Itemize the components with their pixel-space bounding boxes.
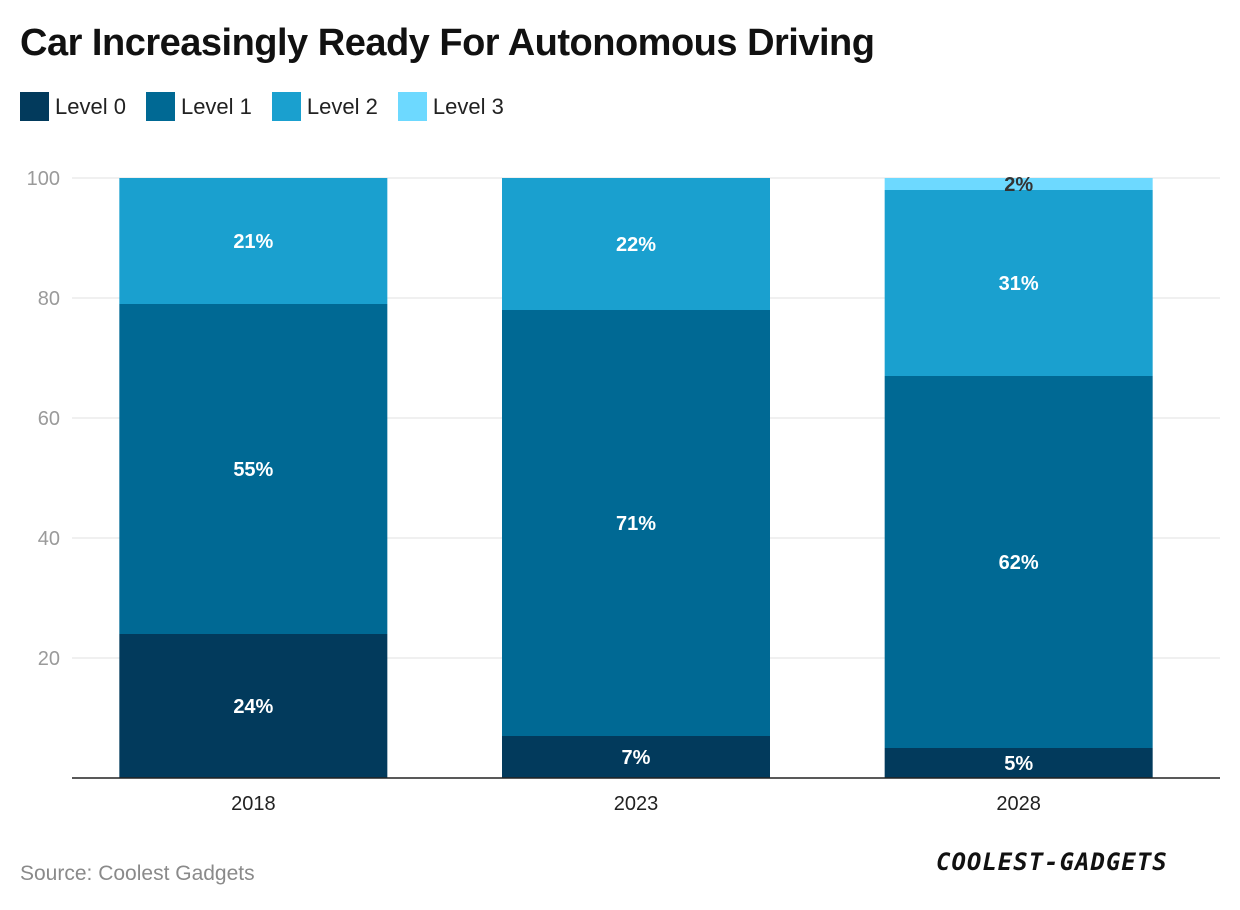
source-note: Source: Coolest Gadgets (20, 862, 255, 885)
legend: Level 0 Level 1 Level 2 Level 3 (20, 92, 524, 121)
x-tick-label: 2028 (996, 793, 1041, 815)
y-tick-label: 20 (38, 648, 60, 670)
bar-2023-level-1 (502, 310, 770, 736)
bar-2023-level-2 (502, 178, 770, 310)
legend-label-level-0: Level 0 (55, 93, 126, 119)
x-tick-label: 2023 (614, 793, 659, 815)
bar-2028-level-3 (884, 178, 1153, 190)
x-tick-label: 2018 (231, 793, 276, 815)
bar-2018-level-1 (119, 304, 388, 634)
bar-2028-level-0 (884, 748, 1153, 778)
data-label: 5% (1004, 753, 1033, 775)
data-label: 22% (616, 234, 656, 256)
legend-swatch-level-3 (397, 92, 427, 121)
y-tick-label: 80 (38, 288, 60, 310)
data-label: 7% (622, 747, 651, 769)
brand-logo: COOLEST-GADGETS (936, 848, 1168, 876)
bar-2028-level-2 (884, 190, 1153, 376)
data-label: 71% (616, 513, 656, 535)
legend-item-level-2: Level 2 (271, 92, 378, 121)
y-tick-label: 40 (38, 528, 60, 550)
legend-swatch-level-2 (271, 92, 301, 121)
data-label: 21% (233, 231, 273, 253)
legend-label-level-2: Level 2 (306, 93, 378, 119)
legend-label-level-1: Level 1 (180, 93, 252, 119)
data-label: 62% (999, 552, 1039, 574)
y-tick-label: 100 (27, 168, 60, 190)
data-label: 2% (1004, 174, 1033, 196)
data-label: 24% (233, 696, 273, 718)
bar-2018-level-2 (119, 178, 388, 304)
legend-item-level-3: Level 3 (397, 92, 504, 121)
y-tick-label: 60 (38, 408, 60, 430)
bar-2028-level-1 (884, 376, 1153, 748)
chart-title: Car Increasingly Ready For Autonomous Dr… (20, 22, 875, 64)
legend-swatch-level-1 (145, 92, 175, 121)
legend-item-level-1: Level 1 (145, 92, 252, 121)
data-label: 55% (233, 459, 273, 481)
data-label: 31% (999, 273, 1039, 295)
legend-item-level-0: Level 0 (20, 92, 126, 121)
legend-label-level-3: Level 3 (432, 93, 504, 119)
bar-2018-level-0 (119, 634, 388, 778)
bar-2023-level-0 (502, 736, 770, 778)
legend-swatch-level-0 (20, 92, 49, 121)
